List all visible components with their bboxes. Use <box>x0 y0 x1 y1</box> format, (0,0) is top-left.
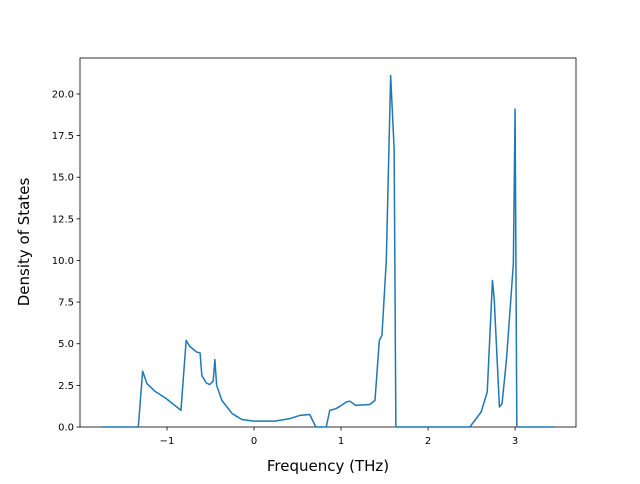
y-tick-label: 7.5 <box>58 298 74 309</box>
x-tick-label: −1 <box>160 436 175 447</box>
line-series <box>101 74 555 428</box>
x-tick-label: 0 <box>251 436 257 447</box>
y-tick-label: 0.0 <box>58 423 74 434</box>
x-tick-label: 3 <box>512 436 518 447</box>
y-tick-label: 12.5 <box>52 214 74 225</box>
y-tick-label: 20.0 <box>52 89 74 100</box>
x-tick-label: 2 <box>425 436 431 447</box>
y-axis-label: Density of States <box>15 178 33 307</box>
y-tick-label: 17.5 <box>52 131 74 142</box>
y-tick-label: 15.0 <box>52 173 74 184</box>
y-tick-label: 10.0 <box>52 256 74 267</box>
y-tick-label: 2.5 <box>58 381 74 392</box>
plot-frame <box>79 57 577 428</box>
x-axis-label: Frequency (THz) <box>267 457 389 475</box>
y-tick-label: 5.0 <box>58 339 74 350</box>
x-tick-label: 1 <box>338 436 344 447</box>
